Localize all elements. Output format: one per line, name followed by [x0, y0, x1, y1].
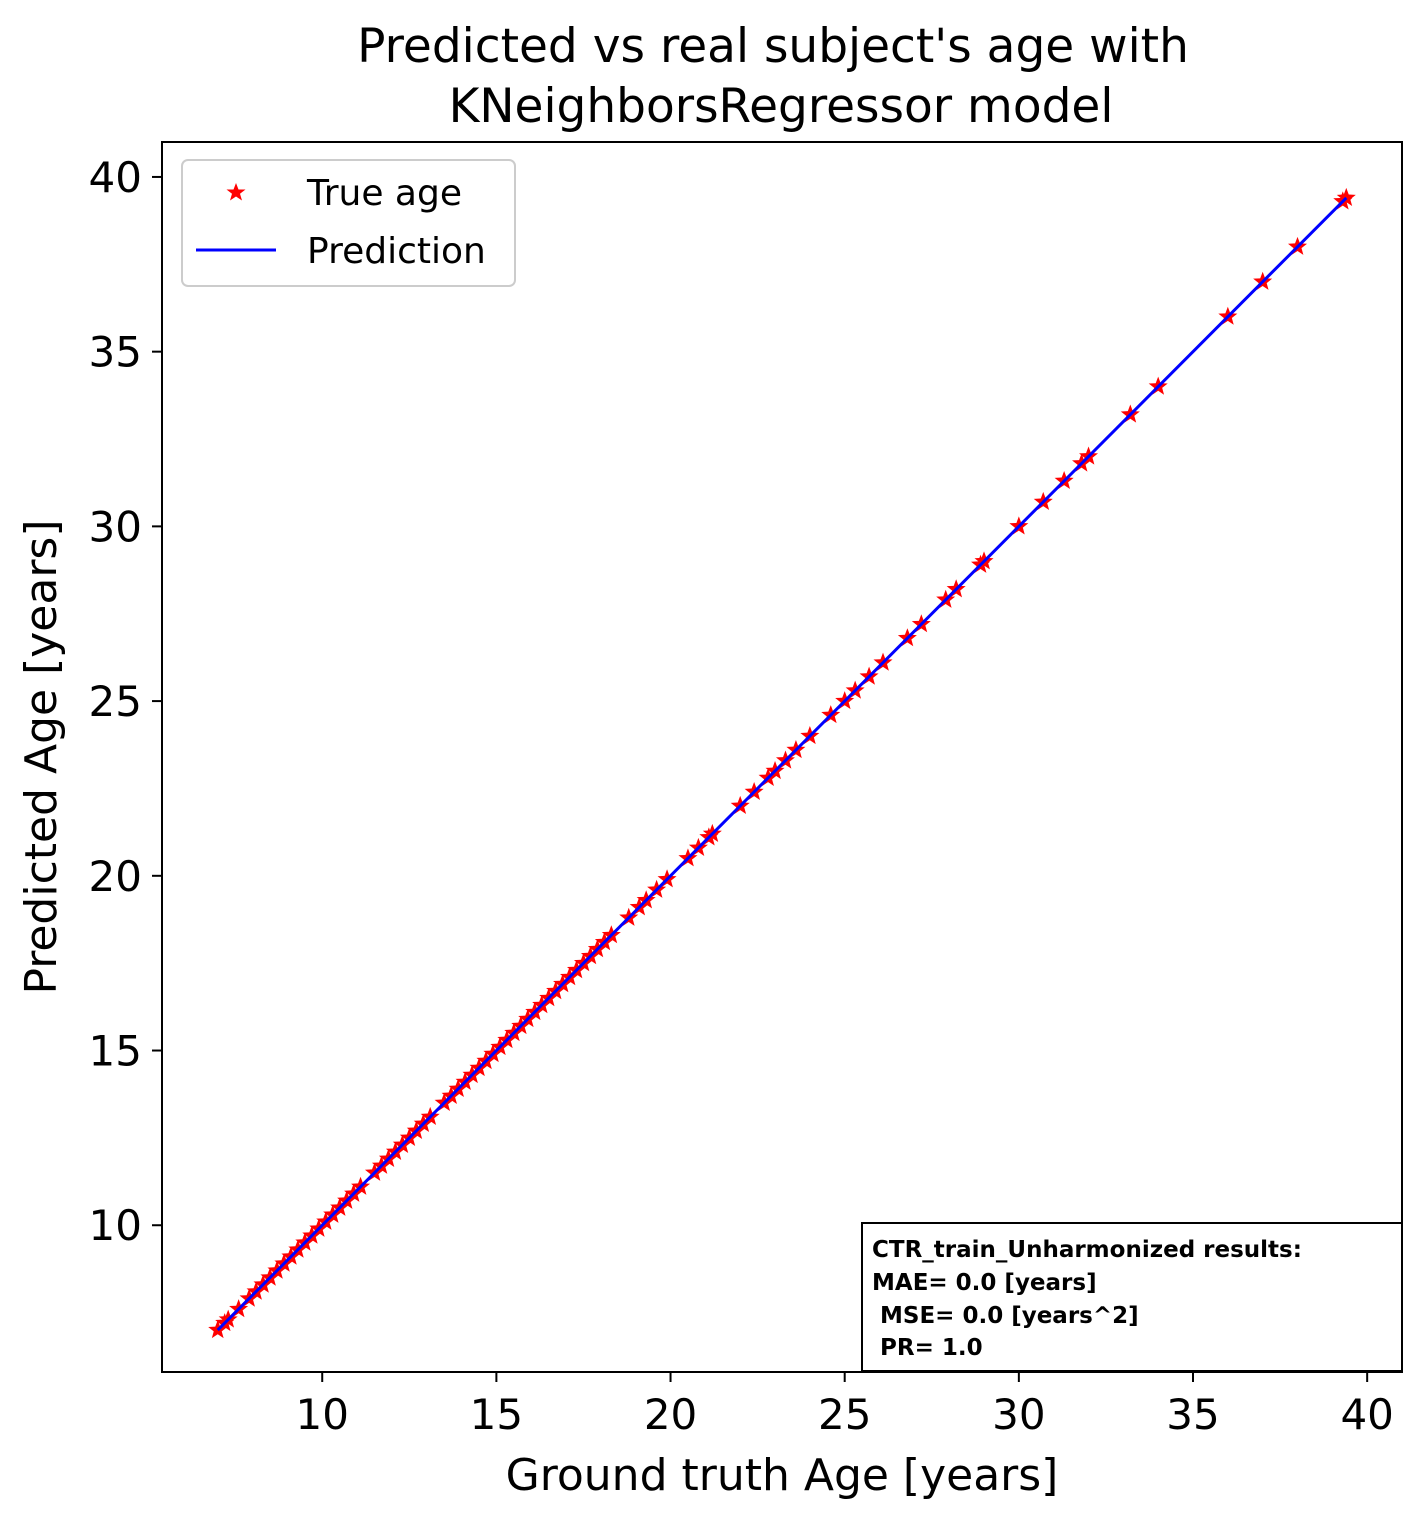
chart-title-line-1: Predicted vs real subject's age with	[357, 19, 1189, 74]
x-tick-label: 20	[644, 1390, 697, 1439]
y-tick-label: 15	[89, 1027, 142, 1076]
y-tick-label: 40	[89, 153, 142, 202]
y-axis-label: Predicted Age [years]	[16, 519, 67, 994]
chart-title-line-2: KNeighborsRegressor model	[449, 79, 1114, 134]
true-age-point	[1336, 187, 1356, 206]
legend-star-icon	[226, 183, 246, 201]
x-tick-label: 35	[1166, 1390, 1219, 1439]
annotation-line-4: PR= 1.0	[872, 1335, 983, 1361]
annotation-line-1: CTR_train_Unharmonized results:	[872, 1237, 1302, 1263]
x-axis-label: Ground truth Age [years]	[506, 1450, 1059, 1501]
y-tick-label: 10	[89, 1201, 142, 1250]
results-annotation: CTR_train_Unharmonized results: MAE= 0.0…	[861, 1222, 1403, 1372]
annotation-line-3: MSE= 0.0 [years^2]	[872, 1303, 1139, 1329]
x-tick-label: 10	[295, 1390, 348, 1439]
plot-frame	[161, 141, 1403, 1373]
legend-box	[181, 159, 516, 287]
x-tick-label: 30	[992, 1390, 1045, 1439]
y-tick-label: 35	[89, 328, 142, 377]
legend-label-true-age: True age	[306, 173, 462, 214]
legend-label-prediction: Prediction	[307, 231, 486, 272]
y-tick-label: 30	[89, 502, 142, 551]
y-tick-label: 20	[89, 852, 142, 901]
legend: True age Prediction	[181, 159, 516, 287]
plot-marks	[208, 187, 1356, 1339]
prediction-line	[216, 196, 1348, 1332]
annotation-line-2: MAE= 0.0 [years]	[872, 1270, 1097, 1296]
x-tick-label: 25	[818, 1390, 871, 1439]
x-tick-label: 15	[470, 1390, 523, 1439]
annotation-box	[861, 1222, 1403, 1372]
y-tick-label: 25	[89, 677, 142, 726]
x-tick-label: 40	[1340, 1390, 1393, 1439]
axis-ticks: 10 15 20 25 30 35 40 10 15 20 25 30 35 40	[89, 153, 1394, 1439]
